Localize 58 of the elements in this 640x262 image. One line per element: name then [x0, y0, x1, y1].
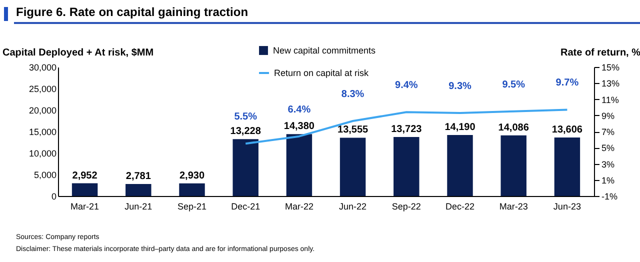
data-label: 13,606 [552, 124, 583, 136]
legend-label: New capital commitments [273, 46, 376, 56]
y2-tick-label: 7% [602, 127, 615, 137]
x-tick-label: Jun-22 [339, 202, 367, 212]
x-tick-label: Mar-21 [70, 202, 100, 212]
x-tick-label: Sep-22 [392, 202, 421, 212]
y2-tick-label: 3% [602, 159, 615, 170]
data-label: 8.3% [341, 89, 364, 100]
y-tick-label: 0 [51, 192, 56, 202]
data-label: 14,086 [498, 122, 530, 134]
y-axis-title: Capital Deployed + At risk, $MM [2, 48, 154, 58]
bar [554, 137, 580, 196]
y2-tick-label: 1% [602, 175, 615, 186]
y-tick-label: 5,000 [34, 170, 56, 180]
x-tick-label: Sep-21 [177, 202, 207, 212]
bar [72, 183, 98, 196]
bar [232, 139, 258, 196]
data-label: 9.4% [395, 80, 418, 92]
data-label: 14,380 [284, 121, 315, 132]
x-tick-label: Dec-21 [231, 202, 260, 212]
x-tick-label: Jun-21 [124, 202, 152, 212]
y2-tick-label: 13% [602, 78, 620, 89]
x-tick-label: Mar-22 [284, 202, 314, 212]
y2-tick-label: 9% [602, 110, 615, 121]
bar [500, 135, 526, 196]
y-tick-label: 10,000 [28, 148, 56, 158]
data-label: 2,952 [72, 170, 98, 182]
data-label: 5.5% [234, 112, 258, 123]
data-label: 13,723 [391, 124, 422, 135]
bar [340, 138, 366, 196]
y-tick-label: 20,000 [28, 106, 56, 116]
data-label: 2,781 [126, 171, 152, 182]
data-label: 9.5% [502, 79, 526, 90]
bar [126, 184, 152, 196]
y2-tick-label: -1% [602, 192, 618, 202]
y2-tick-label: 5% [602, 143, 615, 154]
y2-tick-label: 15% [602, 62, 620, 72]
y-tick-label: 30,000 [28, 62, 56, 72]
bar [394, 136, 420, 196]
data-label: 6.4% [288, 104, 311, 116]
x-tick-label: Jun-23 [553, 202, 581, 212]
data-label: 9.7% [556, 78, 579, 89]
data-label: 2,930 [179, 170, 205, 182]
x-tick-label: Dec-22 [445, 202, 475, 212]
x-tick-label: Mar-23 [499, 202, 528, 212]
y2-tick-label: 11% [602, 94, 619, 105]
y-tick-label: 25,000 [28, 84, 56, 94]
data-label: 13,228 [230, 126, 262, 138]
data-label: 9.3% [448, 80, 472, 92]
y-tick-label: 15,000 [28, 127, 56, 137]
data-label: 14,190 [444, 122, 476, 133]
bar [179, 183, 205, 196]
data-label: 13,555 [338, 124, 369, 136]
y2-axis-title: Rate of return, % [560, 48, 640, 58]
bar [447, 134, 473, 196]
bar [286, 134, 312, 196]
chart-title: Figure 6. Rate on capital gaining traction [16, 5, 248, 19]
legend-label: Return on capital at risk [274, 68, 370, 78]
